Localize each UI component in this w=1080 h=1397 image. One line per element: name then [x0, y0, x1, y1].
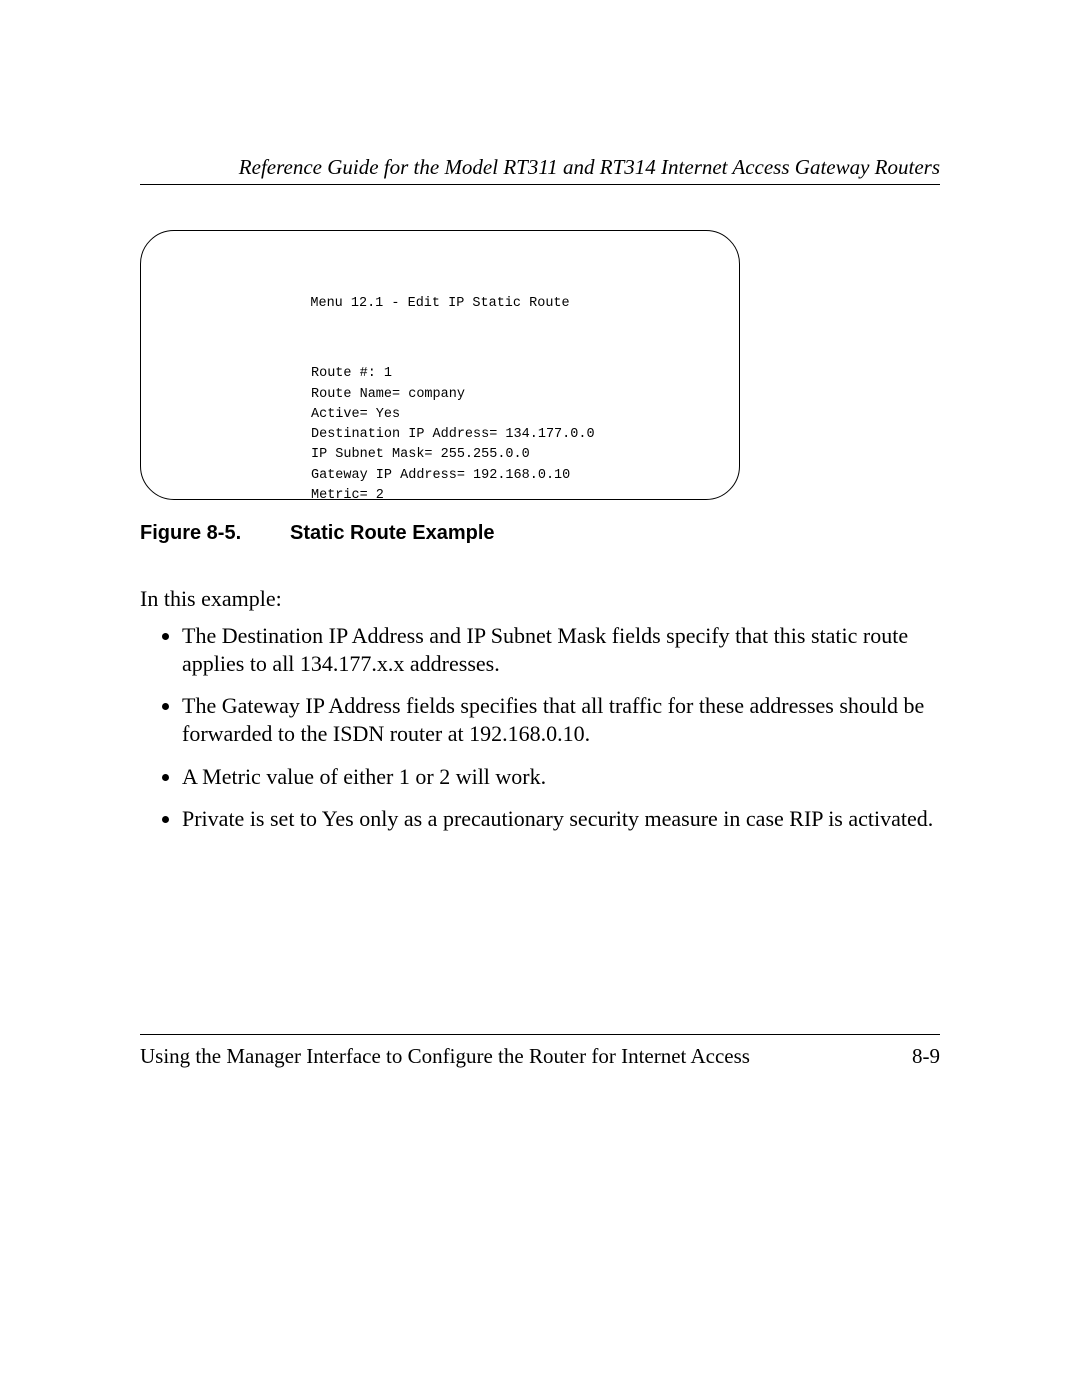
header-rule [140, 184, 940, 185]
bullet-list: The Destination IP Address and IP Subnet… [140, 622, 940, 847]
figure-number: Figure 8-5. [140, 522, 290, 545]
terminal-line: Active= Yes [311, 407, 400, 422]
terminal-line: Route Name= company [311, 387, 465, 402]
footer-left: Using the Manager Interface to Configure… [140, 1044, 750, 1069]
footer-right: 8-9 [912, 1044, 940, 1069]
list-item: The Gateway IP Address fields specifies … [182, 692, 940, 748]
body-intro: In this example: [140, 586, 940, 612]
terminal-screen: Menu 12.1 - Edit IP Static Route Route #… [140, 230, 740, 500]
list-item: The Destination IP Address and IP Subnet… [182, 622, 940, 678]
figure-caption: Figure 8-5.Static Route Example [140, 522, 495, 545]
terminal-line: Destination IP Address= 134.177.0.0 [311, 427, 595, 442]
list-item: Private is set to Yes only as a precauti… [182, 805, 940, 833]
terminal-line: Metric= 2 [311, 488, 384, 500]
terminal-line: IP Subnet Mask= 255.255.0.0 [311, 447, 530, 462]
terminal-body: Route #: 1 Route Name= company Active= Y… [311, 364, 719, 500]
page-footer: Using the Manager Interface to Configure… [140, 1044, 940, 1069]
terminal-title: Menu 12.1 - Edit IP Static Route [161, 294, 719, 314]
footer-rule [140, 1034, 940, 1035]
terminal-line: Gateway IP Address= 192.168.0.10 [311, 468, 570, 483]
page: Reference Guide for the Model RT311 and … [0, 0, 1080, 1397]
list-item: A Metric value of either 1 or 2 will wor… [182, 763, 940, 791]
figure-title: Static Route Example [290, 522, 495, 544]
terminal-line: Route #: 1 [311, 366, 392, 381]
page-header-title: Reference Guide for the Model RT311 and … [140, 155, 940, 180]
